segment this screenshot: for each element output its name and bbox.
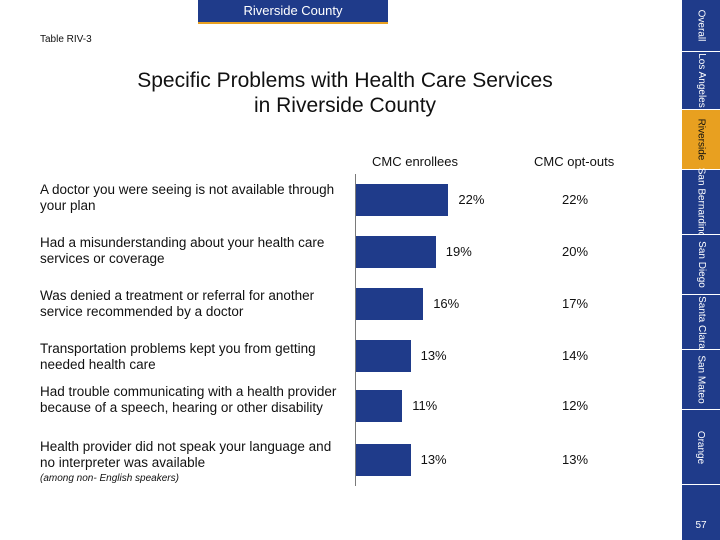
region-tab-san-bernardino[interactable]: San Bernardino <box>682 167 720 237</box>
row-note: (among non- English speakers) <box>40 473 179 484</box>
value-label-opt-outs: 12% <box>562 398 589 413</box>
region-tab-santa-clara[interactable]: Santa Clara <box>682 295 720 350</box>
region-tab-label: San Diego <box>695 241 707 288</box>
bar-enrollees <box>356 236 436 268</box>
bar-enrollees <box>356 288 424 320</box>
region-tab-orange[interactable]: Orange <box>682 410 720 485</box>
region-tab-label: Orange <box>695 430 707 464</box>
chart-axis <box>355 174 356 486</box>
value-label-enrollees: 13% <box>420 348 447 363</box>
title-line-1: Specific Problems with Health Care Servi… <box>137 69 553 92</box>
value-label-opt-outs: 22% <box>562 192 589 207</box>
region-tab-san-mateo[interactable]: San Mateo <box>682 350 720 410</box>
row-label: Was denied a treatment or referral for a… <box>40 288 315 319</box>
value-label-opt-outs: 13% <box>562 452 589 467</box>
bar-enrollees <box>356 444 411 476</box>
value-label-enrollees: 13% <box>420 452 447 467</box>
row-label: Had a misunderstanding about your health… <box>40 235 325 266</box>
value-label-opt-outs: 14% <box>562 348 589 363</box>
row-label: Had trouble communicating with a health … <box>40 384 337 415</box>
column-header-opt-outs: CMC opt-outs <box>534 154 615 169</box>
region-tab-label: Santa Clara <box>695 295 707 349</box>
region-tab-label: Overall <box>695 9 707 42</box>
value-label-enrollees: 22% <box>458 192 485 207</box>
value-label-enrollees: 16% <box>433 296 460 311</box>
table-id: Table RIV-3 <box>40 34 92 45</box>
value-label-opt-outs: 17% <box>562 296 589 311</box>
value-label-enrollees: 19% <box>445 244 472 259</box>
region-tab-san-diego[interactable]: San Diego <box>682 235 720 295</box>
bar-enrollees <box>356 340 411 372</box>
region-tab-overall[interactable]: Overall <box>682 0 720 52</box>
page-title: Specific Problems with Health Care Servi… <box>60 68 630 118</box>
row-label: A doctor you were seeing is not availabl… <box>40 182 335 213</box>
region-tab-label: Riverside <box>695 118 707 161</box>
value-label-opt-outs: 20% <box>562 244 589 259</box>
region-tab-label: San Bernardino <box>695 167 707 237</box>
region-tab-label: San Mateo <box>695 355 707 404</box>
county-banner: Riverside County <box>198 0 388 24</box>
row-label: Transportation problems kept you from ge… <box>40 341 316 372</box>
column-header-enrollees: CMC enrollees <box>372 154 458 169</box>
region-tab-label: Los Angeles <box>695 53 707 108</box>
value-label-enrollees: 11% <box>412 398 438 413</box>
row-label: Health provider did not speak your langu… <box>40 439 332 470</box>
bar-enrollees <box>356 184 449 216</box>
region-tab-los-angeles[interactable]: Los Angeles <box>682 52 720 110</box>
bar-enrollees <box>356 390 403 422</box>
page-number: 57 <box>695 520 707 531</box>
region-tab-riverside[interactable]: Riverside <box>682 110 720 170</box>
title-line-2: in Riverside County <box>253 94 437 117</box>
